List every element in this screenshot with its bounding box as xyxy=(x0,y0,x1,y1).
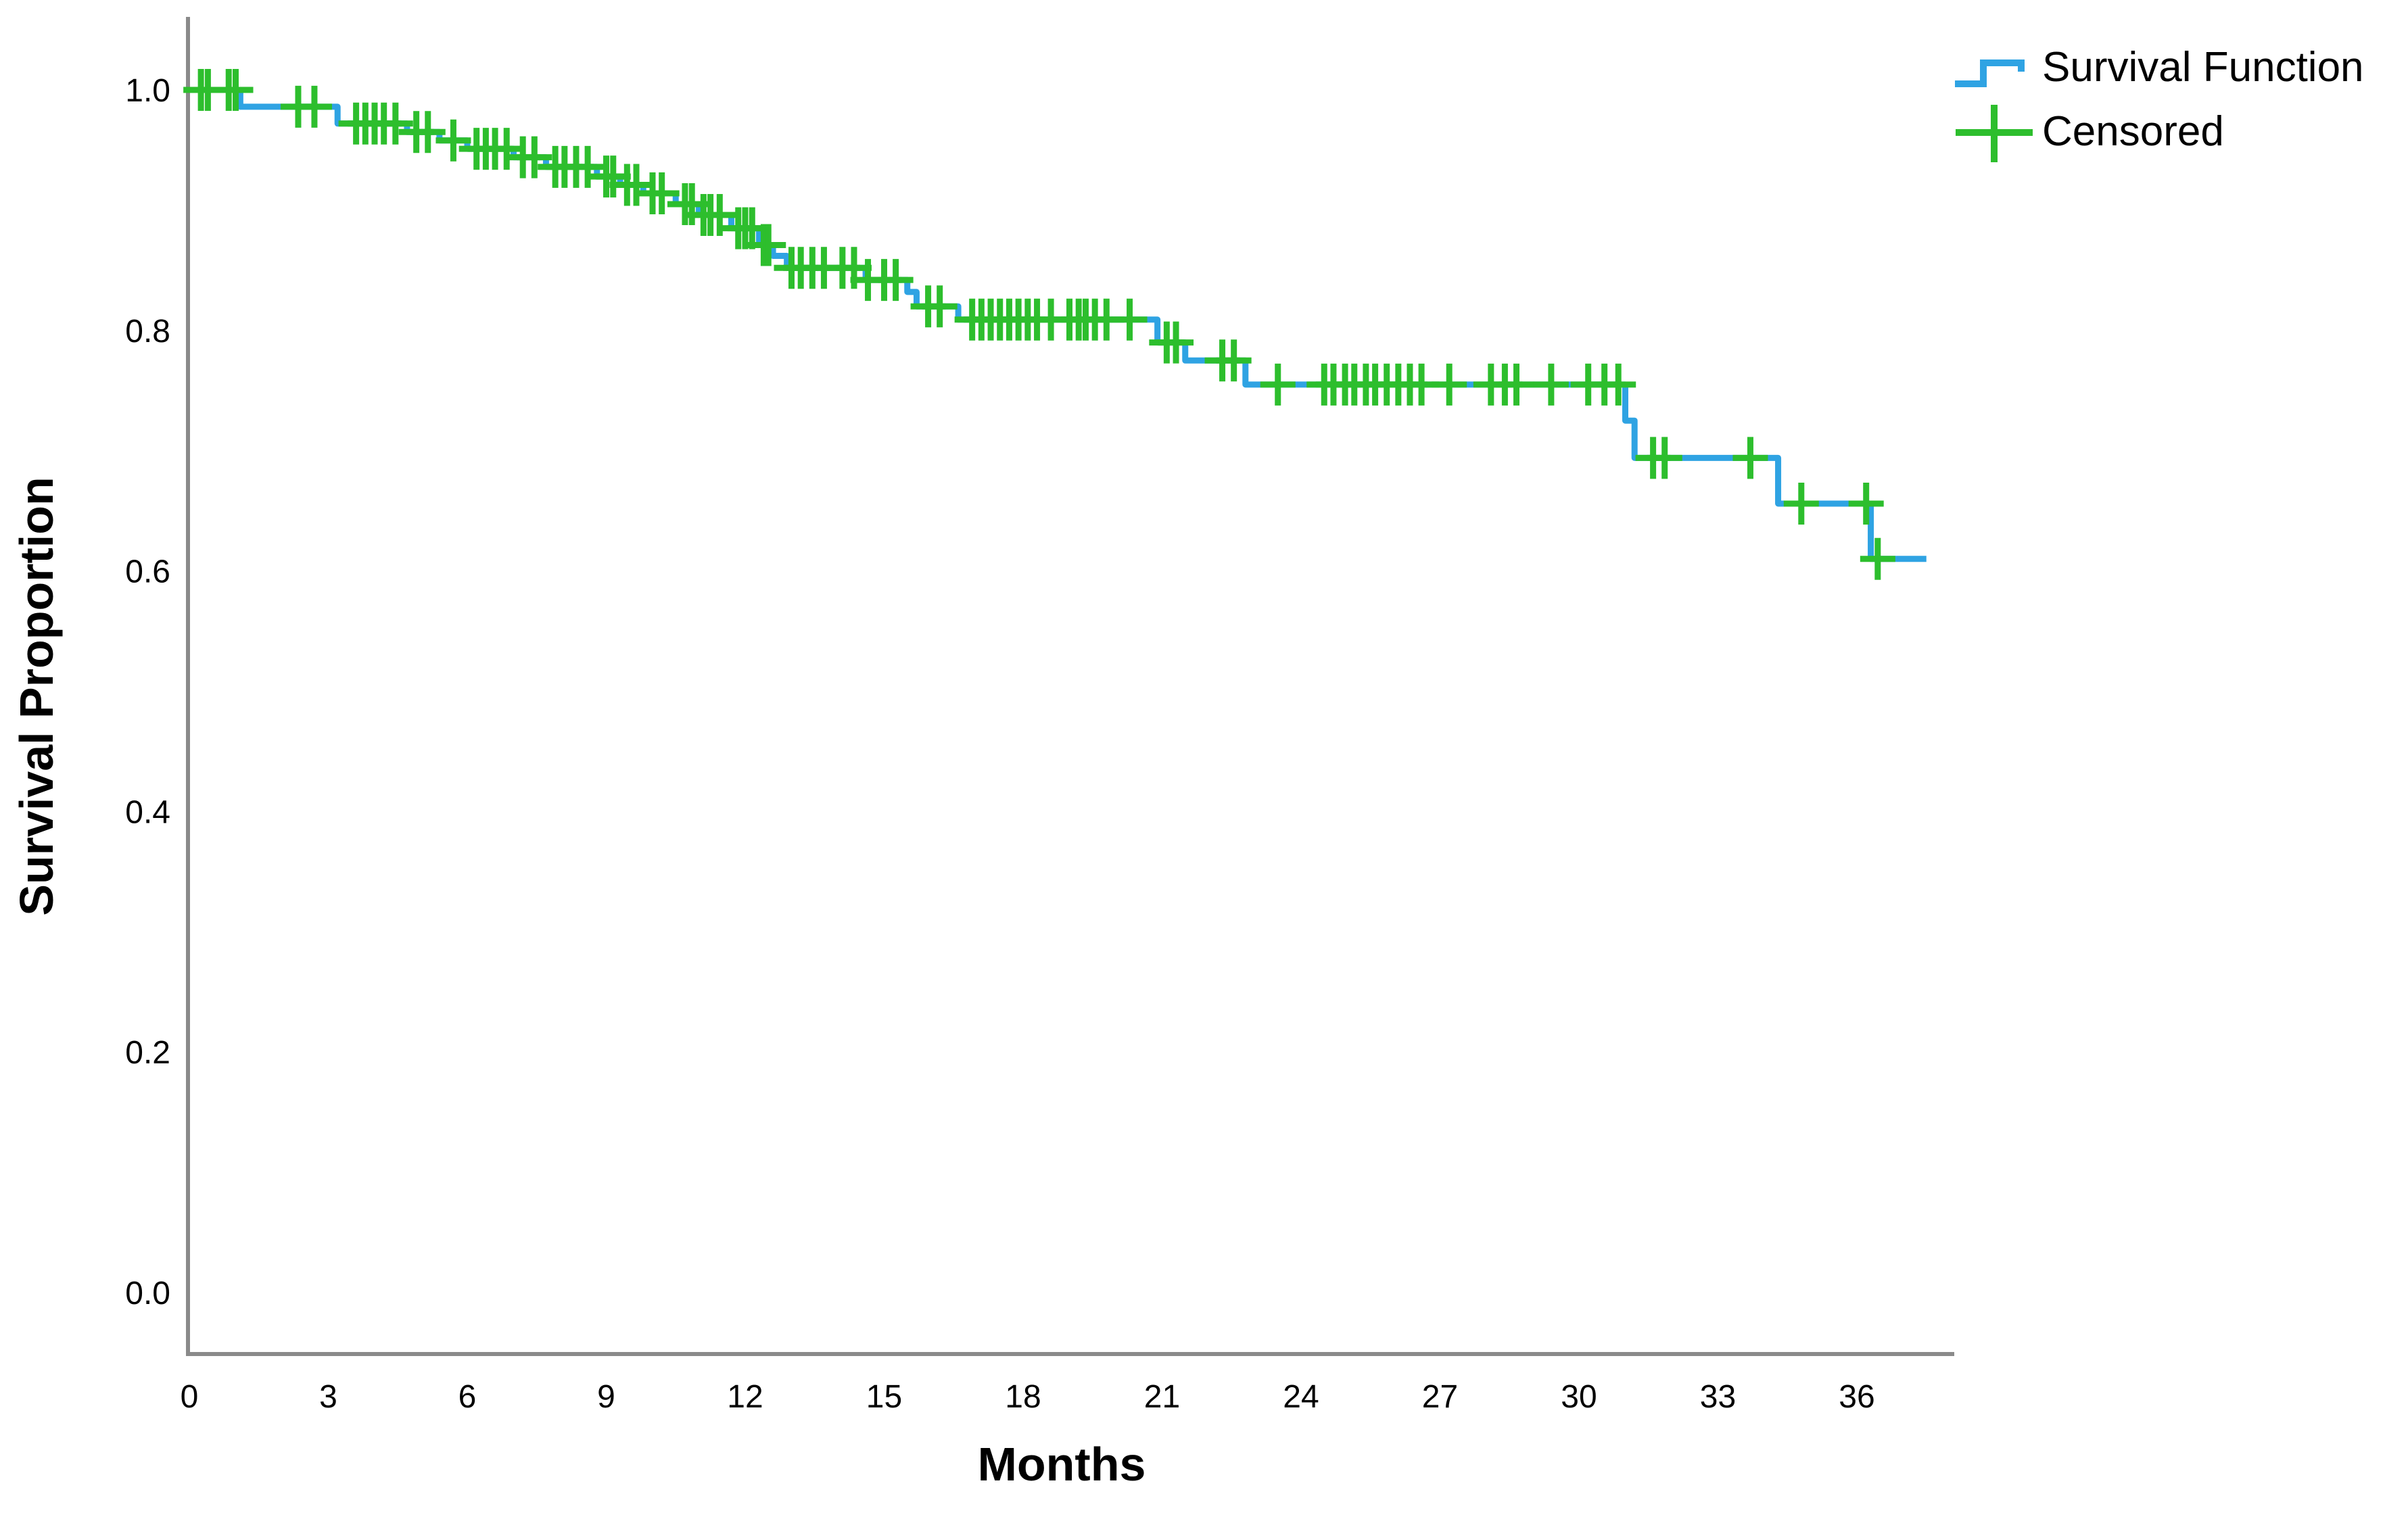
survival-function-legend-icon xyxy=(1955,59,2025,87)
x-tick-label: 12 xyxy=(727,1379,763,1415)
y-tick-label: 0.6 xyxy=(125,554,170,590)
censored-mark xyxy=(1860,537,1895,580)
y-tick-label: 0.2 xyxy=(125,1035,170,1071)
censored-legend-icon xyxy=(1956,105,2033,162)
x-tick-label: 21 xyxy=(1144,1379,1180,1415)
censored-mark xyxy=(644,172,680,214)
x-axis-title: Months xyxy=(978,1438,1146,1491)
legend-label-survival-function: Survival Function xyxy=(2042,44,2364,91)
censored-mark xyxy=(619,164,655,206)
censored-mark xyxy=(296,85,332,128)
x-tick-label: 30 xyxy=(1561,1379,1597,1415)
axes xyxy=(186,17,1954,1356)
censored-mark xyxy=(218,69,254,111)
censored-mark xyxy=(702,194,738,237)
censored-mark xyxy=(1783,482,1819,525)
x-tick-label: 27 xyxy=(1422,1379,1458,1415)
censored-mark xyxy=(878,259,914,301)
censored-mark xyxy=(922,285,958,328)
x-axis-tick-labels: 0 3 6 9 12 15 18 21 24 27 30 33 36 xyxy=(181,1379,1875,1415)
y-axis-tick-labels: 1.0 0.8 0.6 0.4 0.2 0.0 xyxy=(125,73,170,1311)
censored-mark xyxy=(1432,363,1467,406)
y-tick-label: 0.8 xyxy=(125,314,170,349)
censored-mark xyxy=(1848,482,1884,525)
survival-curve xyxy=(189,87,1927,562)
censored-mark xyxy=(570,145,606,188)
censored-mark xyxy=(1533,363,1569,406)
y-tick-label: 1.0 xyxy=(125,73,170,109)
x-tick-label: 0 xyxy=(181,1379,199,1415)
censored-mark xyxy=(377,102,413,145)
x-tick-label: 36 xyxy=(1839,1379,1874,1415)
x-tick-label: 3 xyxy=(319,1379,337,1415)
censored-mark xyxy=(1601,363,1636,406)
x-tick-label: 15 xyxy=(866,1379,902,1415)
censored-mark xyxy=(410,111,446,153)
y-axis-title: Survival Proportion xyxy=(10,477,63,916)
censored-mark xyxy=(489,128,525,170)
censored-mark xyxy=(435,119,471,162)
censored-mark xyxy=(1260,363,1296,406)
legend-label-censored: Censored xyxy=(2042,108,2224,155)
censored-mark xyxy=(1732,437,1768,479)
x-tick-label: 9 xyxy=(597,1379,615,1415)
censored-marks-group xyxy=(183,69,1895,580)
y-tick-label: 0.4 xyxy=(125,794,170,830)
censored-mark xyxy=(1498,363,1534,406)
survival-curve-group xyxy=(189,87,1927,562)
x-tick-label: 18 xyxy=(1005,1379,1041,1415)
censored-mark xyxy=(1647,437,1682,479)
y-tick-label: 0.0 xyxy=(125,1276,170,1311)
censored-mark xyxy=(751,224,786,266)
legend: Survival Function Censored xyxy=(1955,44,2364,162)
censored-mark xyxy=(1158,321,1194,364)
x-tick-label: 6 xyxy=(458,1379,477,1415)
x-tick-label: 33 xyxy=(1700,1379,1736,1415)
x-tick-label: 24 xyxy=(1283,1379,1319,1415)
censored-mark xyxy=(1216,339,1252,382)
censored-mark xyxy=(517,136,552,178)
censored-mark xyxy=(1112,298,1148,341)
